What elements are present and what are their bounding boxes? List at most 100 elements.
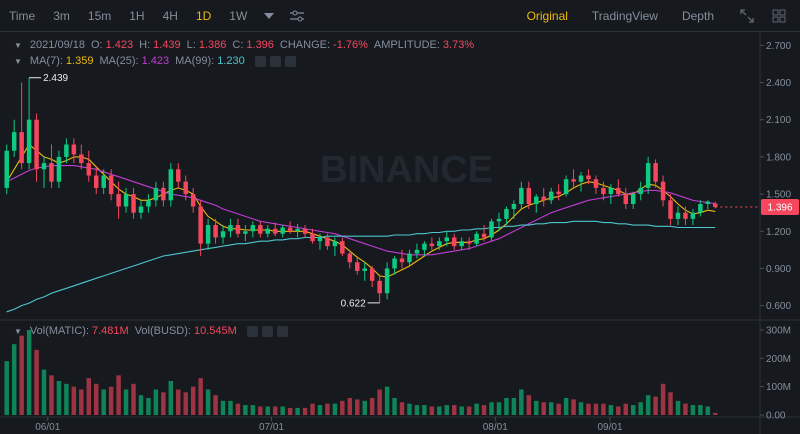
volume-bar	[601, 403, 606, 415]
timeframe-1d[interactable]: 1D	[195, 8, 212, 23]
volume-bar	[325, 403, 330, 415]
ma-settings-icon[interactable]	[269, 55, 281, 67]
candle-body	[511, 204, 517, 209]
timeframe-4h[interactable]: 4H	[162, 8, 178, 23]
volume-bar	[258, 406, 263, 415]
timeframe-3m[interactable]: 3m	[53, 8, 70, 23]
volume-bar	[690, 405, 696, 415]
candle-body	[250, 225, 256, 232]
candle-body	[108, 175, 114, 195]
candle-body	[131, 194, 136, 213]
volume-bar	[705, 406, 711, 415]
volume-bar	[101, 389, 106, 415]
vol-settings-icon[interactable]	[261, 325, 273, 337]
candle	[161, 181, 166, 207]
timeframe-1w[interactable]: 1W	[229, 8, 248, 23]
candle-body	[153, 187, 159, 201]
date-tick-label: 07/01	[259, 422, 284, 433]
candle	[616, 179, 621, 197]
candle	[362, 262, 367, 281]
candle	[11, 119, 17, 157]
volume-bar	[11, 344, 17, 415]
candle	[660, 175, 666, 207]
candle-body	[168, 169, 174, 201]
candle	[131, 187, 136, 219]
vol-close-icon[interactable]	[276, 325, 288, 337]
price-tick-label: 2.400	[766, 78, 791, 89]
volume-bar	[369, 398, 375, 415]
current-price-label: 1.396	[767, 202, 792, 213]
candle	[466, 237, 472, 250]
volume-bar	[176, 389, 181, 415]
view-original[interactable]: Original	[526, 8, 568, 23]
candle	[168, 163, 174, 207]
candle-body	[474, 233, 479, 244]
settings-sliders-icon[interactable]	[282, 10, 312, 22]
collapse-caret-icon[interactable]: ▼	[14, 40, 22, 50]
vol-visibility-icon[interactable]	[246, 325, 258, 337]
candle-body	[422, 243, 427, 250]
candle	[690, 208, 696, 226]
candle-body	[377, 280, 382, 294]
candle-body	[332, 241, 338, 247]
volume-bar	[392, 398, 397, 415]
candle	[213, 218, 218, 244]
candle-body	[705, 201, 711, 204]
candle	[683, 206, 688, 226]
candle	[340, 237, 345, 257]
volume-bar	[638, 402, 643, 415]
amplitude-value: 3.73%	[442, 39, 475, 51]
timeframe-time[interactable]: Time	[9, 8, 36, 23]
candle	[287, 221, 293, 234]
candle-body	[556, 191, 561, 195]
volume-caret-icon[interactable]: ▼	[14, 326, 22, 336]
candle-body	[593, 179, 599, 188]
price-tick-label: 1.200	[766, 227, 791, 238]
volume-bar	[563, 398, 569, 415]
candle	[519, 181, 524, 209]
timeframe-15m[interactable]: 15m	[87, 8, 112, 23]
volume-bar	[437, 406, 442, 415]
volume-bar	[451, 405, 457, 415]
volume-bar	[481, 405, 487, 415]
candle	[317, 233, 323, 250]
view-depth[interactable]: Depth	[681, 8, 714, 23]
volume-bar	[340, 400, 345, 415]
candle-body	[93, 175, 99, 188]
grid-layout-icon[interactable]	[768, 9, 800, 23]
candle	[235, 218, 241, 238]
open-value: 1.423	[105, 39, 134, 51]
candle-body	[4, 150, 9, 188]
candle	[280, 225, 285, 238]
expand-icon[interactable]	[726, 8, 768, 23]
candle-date: 2021/09/18	[29, 39, 85, 51]
candle	[41, 156, 47, 188]
volume-bar	[86, 378, 92, 415]
candle-body	[414, 249, 420, 254]
candle-body	[235, 225, 241, 234]
low-marker-label: 0.622	[341, 298, 366, 309]
ma-visibility-icon[interactable]	[254, 55, 266, 67]
volume-bar	[548, 402, 554, 415]
timeframe-1h[interactable]: 1H	[129, 8, 145, 23]
view-tradingview[interactable]: TradingView	[591, 8, 658, 23]
candle-body	[399, 258, 405, 263]
vol-busd-value: 10.545M	[193, 325, 237, 337]
ma-caret-icon[interactable]: ▼	[14, 56, 22, 66]
candle-body	[481, 233, 487, 238]
candle	[630, 191, 636, 209]
candle-body	[548, 191, 554, 201]
volume-bar	[295, 407, 300, 415]
volume-bar	[623, 403, 629, 415]
timeframe-dropdown-icon[interactable]	[256, 12, 282, 19]
candle	[578, 171, 584, 192]
volume-bar	[168, 381, 174, 415]
ma-close-icon[interactable]	[284, 55, 296, 67]
candle-body	[49, 163, 54, 182]
candle-body	[146, 200, 151, 207]
candle-body	[258, 225, 263, 234]
vol-busd-label: Vol(BUSD):	[134, 325, 191, 337]
candle-body	[26, 119, 32, 164]
candle	[302, 225, 308, 238]
